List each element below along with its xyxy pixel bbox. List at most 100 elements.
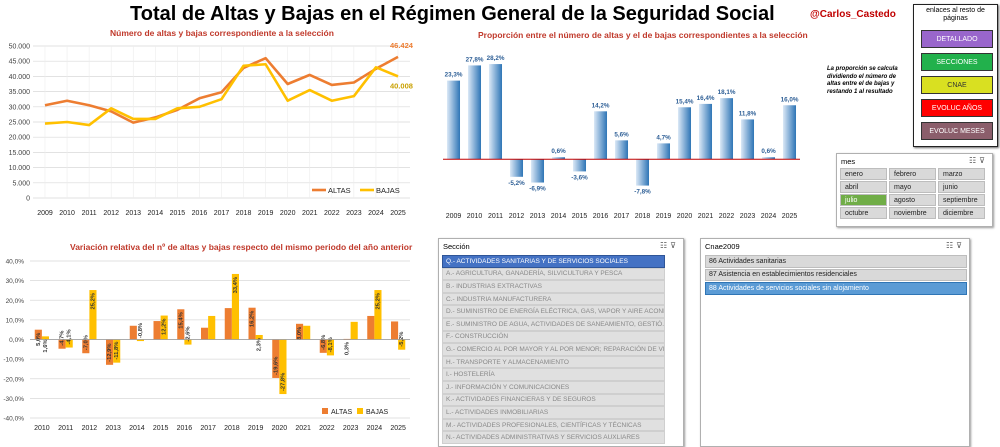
- seccion-item[interactable]: B.- INDUSTRIAS EXTRACTIVAS: [442, 280, 665, 293]
- mes-item-diciembre[interactable]: diciembre: [938, 207, 985, 219]
- variation-bar-label: 1,6%: [43, 339, 49, 352]
- seccion-item[interactable]: Q.- ACTIVIDADES SANITARIAS Y DE SERVICIO…: [442, 255, 665, 268]
- ratio-bar-label: 4,7%: [656, 134, 671, 141]
- x-tick-label: 2024: [367, 425, 383, 432]
- mes-item-julio[interactable]: julio: [840, 194, 887, 206]
- seccion-item[interactable]: G.- COMERCIO AL POR MAYOR Y AL POR MENOR…: [442, 343, 665, 356]
- x-tick-label: 2021: [295, 425, 311, 432]
- nav-button-detallado[interactable]: DETALLADO: [921, 30, 993, 48]
- seccion-item[interactable]: H.- TRANSPORTE Y ALMACENAMIENTO: [442, 355, 665, 369]
- y-tick-label: 15.000: [9, 150, 31, 157]
- x-tick-label: 2019: [258, 210, 274, 217]
- mes-item-enero[interactable]: enero: [840, 168, 887, 180]
- variation-bar-bajas: [184, 339, 192, 345]
- y-tick-label: 30,0%: [6, 278, 25, 285]
- seccion-item[interactable]: M.- ACTIVIDADES PROFESIONALES, CIENTÍFIC…: [442, 418, 665, 432]
- legend-label-altas: ALTAS: [331, 409, 352, 416]
- nav-button-evoluc-años[interactable]: EVOLUC AÑOS: [921, 99, 993, 117]
- y-tick-label: 30.000: [9, 104, 31, 111]
- legend-swatch-altas: [322, 408, 328, 414]
- x-tick-label: 2009: [37, 210, 53, 217]
- cnae-item[interactable]: 88 Actividades de servicios sociales sin…: [705, 282, 967, 295]
- variation-bar-label: 12,2%: [162, 319, 168, 335]
- ratio-bar: [761, 157, 776, 160]
- x-tick-label: 2023: [740, 213, 756, 220]
- series-line-altas: [44, 55, 399, 124]
- mes-slicer: mes ☷⊽ enero febrero marzo abril mayo junio ju…: [836, 153, 993, 227]
- mes-item-noviembre[interactable]: noviembre: [889, 207, 936, 219]
- mes-item-agosto[interactable]: agosto: [889, 194, 936, 206]
- variation-bar-altas: [82, 339, 90, 354]
- variation-bar-bajas: [350, 321, 358, 340]
- mes-item-mayo[interactable]: mayo: [889, 181, 936, 193]
- seccion-item[interactable]: E.- SUMINISTRO DE AGUA, ACTIVIDADES DE S…: [442, 318, 665, 331]
- ratio-bar: [614, 140, 629, 160]
- variation-bar-label: 33,4%: [233, 277, 239, 293]
- seccion-item[interactable]: D.- SUMINISTRO DE ENERGÍA ELÉCTRICA, GAS…: [442, 305, 665, 318]
- y-tick-label: 50.000: [9, 44, 31, 51]
- variation-bar-bajas: [279, 339, 287, 395]
- cnae-item[interactable]: 87 Asistencia en establecimientos reside…: [705, 268, 967, 281]
- x-tick-label: 2015: [153, 425, 169, 432]
- y-tick-label: 10.000: [9, 165, 31, 172]
- mes-item-octubre[interactable]: octubre: [840, 207, 887, 219]
- legend-label-bajas: BAJAS: [376, 186, 400, 195]
- seccion-item[interactable]: K.- ACTIVIDADES FINANCIERAS Y DE SEGUROS: [442, 393, 665, 407]
- mes-slicer-title: mes: [841, 156, 856, 166]
- nav-button-evoluc-meses[interactable]: EVOLUC MESES: [921, 122, 993, 140]
- seccion-item[interactable]: J.- INFORMACIÓN Y COMUNICACIONES: [442, 381, 665, 394]
- mes-item-marzo[interactable]: marzo: [938, 168, 985, 180]
- y-tick-label: 40,0%: [6, 259, 25, 266]
- variation-bar-altas: [153, 321, 161, 340]
- nav-button-secciones[interactable]: SECCIONES: [921, 53, 993, 71]
- x-tick-label: 2025: [390, 210, 406, 217]
- clear-filter-icon[interactable]: ⊽: [979, 156, 988, 165]
- seccion-item[interactable]: F.- CONSTRUCCIÓN: [442, 330, 665, 344]
- clear-filter-icon[interactable]: ⊽: [956, 241, 965, 250]
- author-handle: @Carlos_Castedo: [810, 9, 896, 20]
- clear-filter-icon[interactable]: ⊽: [670, 241, 679, 250]
- seccion-item[interactable]: L.- ACTIVIDADES INMOBILIARIAS: [442, 406, 665, 419]
- seccion-item[interactable]: I.- HOSTELERÍA: [442, 368, 665, 381]
- x-tick-label: 2023: [343, 425, 359, 432]
- multi-select-icon[interactable]: ☷: [968, 156, 980, 165]
- variation-bar-label: -0,8%: [138, 323, 144, 338]
- x-tick-label: 2024: [368, 210, 384, 217]
- mes-item-abril[interactable]: abril: [840, 181, 887, 193]
- ratio-bar: [446, 80, 461, 160]
- variation-bar-label: -19,6%: [273, 357, 279, 375]
- ratio-bar-label: 27,8%: [466, 56, 484, 63]
- x-tick-label: 2016: [177, 425, 193, 432]
- ratio-bar: [719, 98, 734, 160]
- variation-bar-bajas: [303, 325, 311, 340]
- cnae-slicer: Cnae2009 ☷⊽ 86 Actividades sanitarias 87 …: [700, 238, 970, 447]
- x-tick-label: 2010: [467, 213, 483, 220]
- variation-bar-altas: [391, 321, 399, 340]
- variation-bar-altas: [272, 339, 280, 378]
- data-label-bajas: 40.008: [390, 81, 413, 90]
- variation-bar-altas: [248, 307, 256, 340]
- multi-select-icon[interactable]: ☷: [945, 241, 957, 250]
- variation-bar-bajas: [41, 336, 49, 340]
- nav-button-cnae[interactable]: CNAE: [921, 76, 993, 94]
- y-tick-label: 0,0%: [9, 337, 24, 344]
- seccion-item[interactable]: A.- AGRICULTURA, GANADERÍA, SILVICULTURA…: [442, 267, 665, 281]
- seccion-item[interactable]: C.- INDUSTRIA MANUFACTURERA: [442, 292, 665, 306]
- ratio-bar-label: -7,8%: [634, 189, 651, 196]
- x-tick-label: 2014: [148, 210, 164, 217]
- x-tick-label: 2012: [509, 213, 525, 220]
- mes-item-septiembre[interactable]: septiembre: [938, 194, 985, 206]
- y-tick-label: -20,0%: [3, 376, 24, 383]
- multi-select-icon[interactable]: ☷: [659, 241, 671, 250]
- mes-item-febrero[interactable]: febrero: [889, 168, 936, 180]
- ratio-bar: [635, 159, 650, 186]
- x-tick-label: 2022: [719, 213, 735, 220]
- ratio-bar-label: 16,0%: [781, 96, 799, 103]
- cnae-item[interactable]: 86 Actividades sanitarias: [705, 255, 967, 268]
- seccion-item[interactable]: N.- ACTIVIDADES ADMINISTRATIVAS Y SERVIC…: [442, 431, 665, 444]
- x-tick-label: 2025: [390, 425, 406, 432]
- mes-item-junio[interactable]: junio: [938, 181, 985, 193]
- variation-bar-label: -11,8%: [114, 342, 120, 360]
- ratio-bar-chart: 23,3% 2009 27,8% 2010 28,2% 2011 -5,2% 2012 -6,9…: [443, 55, 800, 220]
- variation-bar-label: -27,8%: [280, 373, 286, 391]
